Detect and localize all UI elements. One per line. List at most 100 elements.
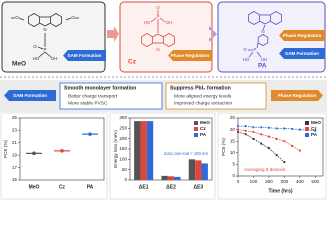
series-point bbox=[244, 129, 247, 132]
series-point bbox=[314, 129, 317, 132]
atom-label: O bbox=[243, 47, 247, 52]
y-tick-label: 250 bbox=[119, 126, 127, 131]
y-axis-label: Energy loss (meV) bbox=[113, 130, 118, 168]
bond bbox=[256, 51, 262, 58]
x-tick-label: 400 bbox=[296, 179, 304, 184]
x-tick-label: 100 bbox=[250, 179, 258, 184]
bond bbox=[259, 20, 266, 25]
effect-box bbox=[59, 82, 163, 110]
bar bbox=[134, 121, 141, 180]
bond bbox=[264, 20, 271, 25]
atom-label: O bbox=[156, 5, 160, 10]
atom-label: O bbox=[33, 44, 37, 49]
bond bbox=[256, 42, 259, 49]
tag bbox=[63, 50, 106, 61]
bar bbox=[140, 121, 147, 180]
series-point bbox=[252, 137, 255, 140]
tag-label: Phase Regulation bbox=[283, 33, 322, 38]
series-point bbox=[283, 160, 286, 164]
x-tick-label: PA bbox=[87, 184, 94, 190]
series-point bbox=[252, 130, 255, 134]
series-point bbox=[260, 133, 263, 136]
legend-swatch bbox=[305, 121, 309, 125]
series-point bbox=[260, 126, 263, 129]
series-point bbox=[290, 127, 294, 131]
x-tick-label: 0 bbox=[237, 179, 240, 184]
atom-label: P bbox=[253, 47, 256, 52]
tag-label: SAM Formation bbox=[68, 53, 102, 58]
bar bbox=[161, 175, 168, 180]
tag-label: Phase Regulation bbox=[171, 53, 210, 58]
y-tick-label: 25 bbox=[12, 115, 18, 120]
atom-label: N bbox=[156, 47, 159, 52]
atom-label: N bbox=[261, 29, 264, 34]
series-point bbox=[244, 133, 247, 136]
y-tick-label: 15 bbox=[12, 177, 18, 182]
tag bbox=[168, 50, 212, 61]
effect-box bbox=[165, 82, 267, 110]
series-line bbox=[237, 129, 301, 151]
legend-label: Cz bbox=[311, 126, 317, 131]
series-point bbox=[267, 147, 271, 150]
tag bbox=[279, 48, 325, 59]
y-tick-label: 100 bbox=[119, 157, 127, 162]
y-tick-label: 15 bbox=[230, 138, 236, 143]
mean-dot bbox=[32, 151, 36, 156]
y-tick-label: 21 bbox=[12, 140, 18, 145]
annotation: ΔVoc,non-rad < 100 mV bbox=[164, 151, 209, 156]
plot-frame bbox=[237, 117, 324, 177]
series-point bbox=[275, 127, 278, 130]
y-tick-label: 23 bbox=[12, 128, 18, 133]
bar bbox=[146, 121, 154, 180]
bond bbox=[262, 24, 266, 31]
page: {"molecules":[ {"name":"MeO","color":"#3… bbox=[0, 0, 327, 200]
series-point bbox=[283, 140, 286, 143]
tag-label: Phase Regulation bbox=[278, 93, 317, 98]
series-point bbox=[252, 126, 255, 129]
atom-label: P bbox=[156, 14, 159, 19]
effect-point: More stable PVSC bbox=[68, 100, 108, 106]
bond bbox=[150, 17, 157, 23]
y-tick-label: 0 bbox=[124, 177, 127, 182]
effect-title: Smooth monolayer formation bbox=[64, 85, 136, 91]
y-tick-label: 5 bbox=[232, 162, 235, 167]
atom-label: HO bbox=[33, 56, 40, 61]
bond bbox=[44, 22, 51, 27]
y-tick-label: 25 bbox=[230, 115, 236, 120]
y-tick-label: 300 bbox=[119, 115, 127, 120]
bond bbox=[65, 17, 72, 21]
effect-title: Suppress PbI₂ formation bbox=[170, 85, 231, 91]
ring bbox=[257, 34, 269, 46]
effect-point: Improved charge extraction bbox=[174, 100, 232, 106]
bond bbox=[44, 51, 52, 58]
tag bbox=[4, 90, 56, 101]
arrow bbox=[209, 26, 217, 42]
molecule-name: PA bbox=[258, 63, 267, 70]
arrow bbox=[107, 26, 119, 42]
atom-label: HO bbox=[144, 20, 151, 25]
mean-dot bbox=[60, 149, 64, 153]
legend-label: PA bbox=[311, 132, 318, 137]
atom-label: O bbox=[15, 15, 19, 20]
y-tick-label: 20 bbox=[230, 127, 236, 132]
bar bbox=[167, 176, 175, 180]
effect-point: Better charge transport bbox=[68, 93, 118, 99]
effect-point: More aligned energy levels bbox=[174, 93, 232, 99]
legend-swatch bbox=[305, 133, 309, 137]
legend-swatch bbox=[194, 127, 198, 131]
x-tick-label: ΔE2 bbox=[166, 184, 176, 190]
x-tick-label: Cz bbox=[59, 184, 66, 190]
series-point bbox=[260, 142, 263, 145]
series-point bbox=[236, 130, 240, 134]
atom-label: HO bbox=[243, 57, 250, 62]
series-point bbox=[236, 128, 240, 131]
series-point bbox=[275, 137, 278, 140]
legend-swatch bbox=[194, 133, 198, 137]
series-point bbox=[236, 125, 240, 128]
legend-label: MeO bbox=[200, 120, 210, 125]
legend-swatch bbox=[305, 127, 309, 131]
legend-label: PA bbox=[200, 132, 207, 137]
molecule-name: MeO bbox=[12, 61, 26, 68]
y-tick-label: 150 bbox=[119, 146, 127, 151]
plot-frame bbox=[19, 117, 105, 181]
